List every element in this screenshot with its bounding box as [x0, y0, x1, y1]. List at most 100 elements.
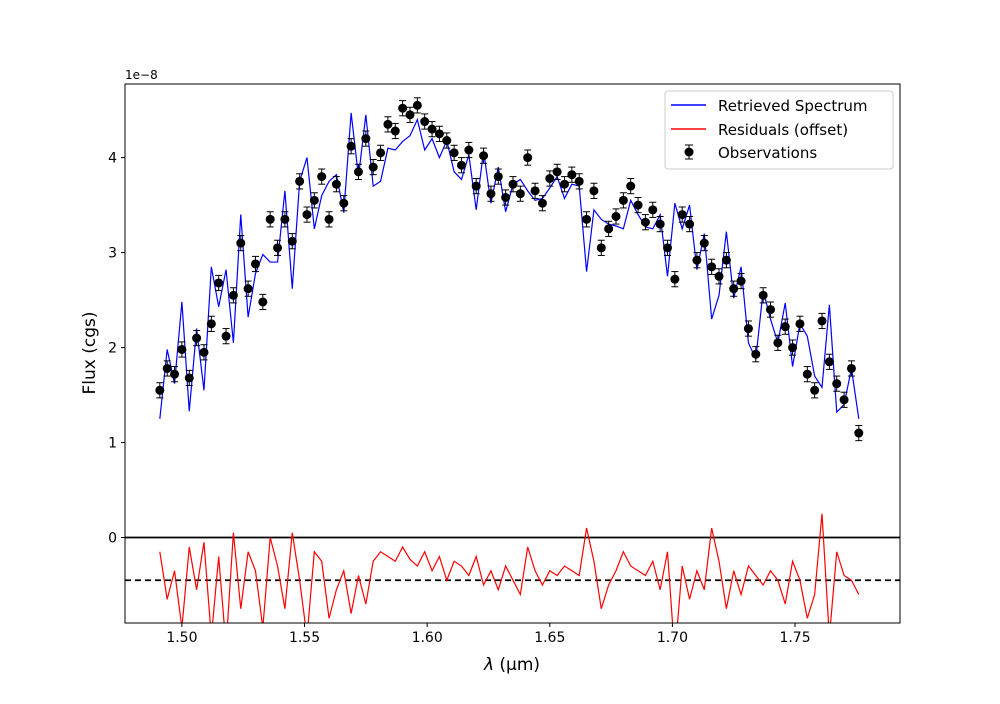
legend-observations-marker: [684, 144, 694, 160]
observation-marker: [243, 284, 253, 294]
observation-point: [456, 157, 466, 174]
observation-point: [434, 125, 444, 142]
observation-point: [317, 168, 327, 185]
observation-point: [361, 130, 371, 147]
x-tick-label: 1.60: [412, 630, 443, 646]
observation-point: [199, 344, 209, 361]
observation-point: [243, 280, 253, 297]
observation-marker: [611, 211, 621, 221]
observation-point: [707, 258, 717, 275]
observation-point: [368, 159, 378, 176]
observation-point: [736, 272, 746, 290]
observation-point: [545, 170, 555, 187]
observation-point: [471, 178, 481, 195]
observation-point: [228, 287, 238, 304]
observation-point: [398, 100, 408, 117]
observation-marker: [604, 224, 614, 234]
observation-marker: [376, 148, 386, 158]
observation-point: [574, 173, 584, 190]
observation-marker: [162, 363, 172, 373]
observation-point: [331, 176, 341, 193]
observation-point: [287, 233, 297, 250]
observation-marker: [508, 179, 518, 189]
observation-marker: [699, 238, 709, 248]
observation-marker: [368, 162, 378, 172]
observation-marker: [663, 243, 672, 253]
observation-marker: [854, 428, 864, 438]
observation-marker: [633, 200, 643, 210]
observation-point: [530, 182, 540, 199]
observation-marker: [265, 214, 275, 224]
observation-marker: [317, 172, 327, 182]
observation-marker: [273, 243, 283, 253]
observation-marker: [839, 395, 849, 405]
observation-marker: [832, 379, 842, 389]
observation-point: [773, 334, 783, 351]
observation-point: [280, 211, 290, 228]
observation-point: [162, 360, 172, 377]
observation-marker: [390, 126, 400, 136]
y-tick-label: 1: [108, 436, 117, 452]
observation-point: [184, 369, 194, 387]
y-tick-label: 2: [108, 341, 117, 357]
observation-point: [692, 252, 702, 269]
observation-marker: [471, 181, 481, 191]
observation-marker: [780, 322, 790, 332]
observation-marker: [537, 198, 547, 208]
observation-marker: [258, 297, 268, 307]
observation-marker: [589, 186, 599, 196]
axes-frame: [124, 83, 901, 624]
residuals-line: [159, 513, 860, 623]
observation-point: [206, 315, 216, 332]
observation-marker: [729, 284, 739, 294]
observation-point: [743, 320, 753, 337]
observation-marker: [817, 316, 827, 326]
x-axis-label: λ (μm): [483, 655, 540, 675]
y-tick-label: 3: [108, 246, 117, 262]
observation-point: [523, 149, 533, 166]
observation-point: [788, 339, 798, 356]
observation-marker: [331, 179, 341, 189]
observation-point: [442, 132, 452, 149]
y-tick-label: 4: [108, 151, 117, 167]
legend-model-label: Retrieved Spectrum: [718, 97, 868, 115]
observation-point: [493, 168, 503, 185]
observation-point: [810, 382, 820, 399]
observation-point: [817, 312, 827, 330]
observation-point: [479, 147, 489, 164]
observation-marker: [427, 124, 437, 134]
observation-point: [582, 211, 592, 228]
observation-point: [802, 366, 812, 383]
observation-marker: [184, 373, 194, 383]
legend-observations-label: Observations: [718, 144, 817, 162]
observation-point: [640, 214, 650, 231]
observation-marker: [405, 110, 415, 120]
observation-point: [265, 211, 275, 228]
observation-marker: [559, 179, 569, 189]
y-axis-label: Flux (cgs): [80, 312, 100, 395]
observation-marker: [802, 369, 812, 379]
x-tick-label: 1.70: [657, 630, 688, 646]
observation-point: [390, 122, 400, 140]
observation-point: [758, 287, 768, 304]
observation-marker: [236, 238, 246, 248]
observation-point: [766, 301, 776, 318]
observation-marker: [192, 333, 202, 343]
legend: Retrieved Spectrum Residuals (offset) Ob…: [664, 90, 894, 170]
x-axis-label-unit: (μm): [499, 655, 540, 675]
observation-marker: [309, 195, 319, 205]
observation-marker: [677, 210, 687, 220]
observation-point: [670, 271, 680, 288]
observation-marker: [714, 271, 724, 281]
observation-point: [464, 141, 474, 159]
observation-marker: [280, 214, 290, 224]
observation-point: [449, 144, 459, 161]
observation-point: [839, 391, 849, 408]
observation-marker: [545, 174, 555, 184]
observation-marker: [295, 176, 305, 186]
observation-marker: [810, 385, 820, 395]
x-tick-label: 1.75: [779, 630, 810, 646]
observation-point: [655, 215, 665, 233]
observation-point: [353, 163, 363, 180]
observation-point: [552, 163, 562, 180]
